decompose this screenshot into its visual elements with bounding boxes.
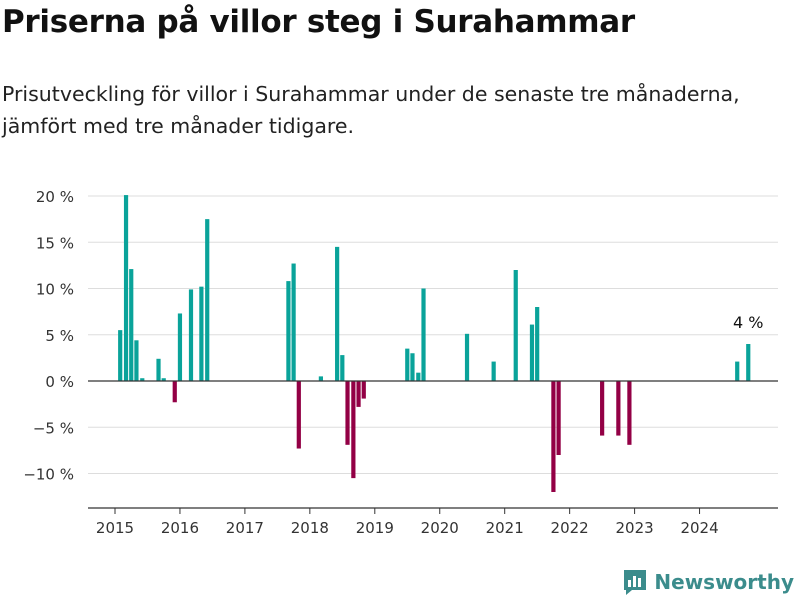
y-tick-label: 0 % (45, 373, 74, 391)
bar (286, 281, 291, 381)
y-tick-label: 15 % (36, 234, 74, 252)
bar (600, 381, 605, 436)
bar (616, 381, 621, 436)
bar (340, 355, 345, 381)
bar (291, 263, 296, 381)
bar (188, 289, 194, 381)
newsworthy-icon (624, 570, 647, 595)
x-tick-label: 2021 (486, 519, 524, 537)
x-tick-label: 2019 (356, 519, 394, 537)
bar (351, 381, 356, 479)
bar (405, 348, 410, 381)
x-tick-label: 2020 (421, 519, 459, 537)
y-tick-label: 10 % (36, 281, 74, 299)
bar (134, 340, 139, 381)
x-tick-label: 2017 (226, 519, 264, 537)
bar (123, 195, 129, 381)
bar (177, 313, 183, 381)
bar (556, 381, 561, 455)
x-tick-label: 2018 (291, 519, 329, 537)
x-tick-label: 2016 (161, 519, 199, 537)
brand-logo: Newsworthy (622, 568, 794, 596)
bar (529, 324, 535, 381)
bar (513, 270, 518, 381)
bar (551, 381, 556, 492)
bar (356, 381, 361, 407)
bar (199, 286, 204, 381)
bar (746, 344, 751, 381)
bar (205, 219, 210, 381)
bar (156, 358, 161, 381)
y-tick-label: 5 % (45, 327, 74, 345)
bar (161, 378, 166, 381)
y-tick-label: 20 % (36, 188, 74, 206)
brand-name: Newsworthy (654, 570, 794, 594)
bar (464, 333, 470, 381)
bar (361, 381, 366, 399)
chart-title: Priserna på villor steg i Surahammar (2, 4, 635, 40)
bar (421, 288, 426, 381)
bar-chart: 20 % 15 % 10 % 5 % 0 % −5 % −10 % 2015 2016 2017 2… (23, 188, 778, 537)
y-tick-label: −10 % (23, 466, 74, 484)
x-tick-label: 2024 (680, 519, 718, 537)
data-label: 4 % (733, 313, 763, 332)
bar (345, 381, 350, 445)
chart-subtitle: Prisutveckling för villor i Surahammar u… (2, 82, 740, 138)
bar (318, 376, 323, 381)
bar (140, 378, 145, 381)
y-tick-label: −5 % (33, 419, 74, 437)
x-tick-label: 2015 (96, 519, 134, 537)
bar (627, 381, 632, 445)
bar (491, 361, 496, 381)
bar (335, 246, 340, 381)
x-tick-label: 2023 (616, 519, 654, 537)
x-tick-label: 2022 (551, 519, 589, 537)
bar (129, 269, 134, 381)
bar (416, 372, 421, 381)
bar (735, 361, 740, 381)
bar (535, 307, 540, 381)
bar (118, 330, 123, 381)
bar (296, 381, 301, 449)
bar (172, 381, 177, 403)
bar (410, 353, 415, 381)
